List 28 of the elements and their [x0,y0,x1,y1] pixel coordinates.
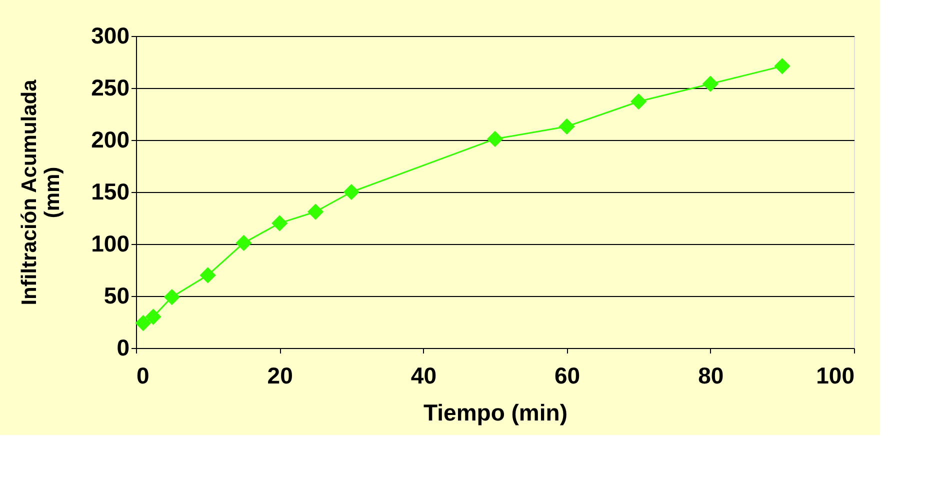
point [200,267,216,284]
y-tick-label: 250 [91,74,130,100]
point [486,130,504,148]
point [558,118,575,135]
x-tick-label: 60 [554,362,580,388]
point [145,308,162,325]
x-tick-label: 20 [267,362,293,388]
point [702,76,718,92]
y-tick-label: 0 [116,334,130,360]
y-tick-label: 200 [91,126,130,152]
x-tick-label: 0 [136,362,150,388]
y-tick-label: 50 [104,282,130,308]
x-tick-label: 80 [698,362,724,388]
point [307,204,324,220]
point [774,58,790,74]
point [135,314,152,332]
point [164,288,180,306]
point [236,234,252,252]
y-axis-title: Infiltración Acumulada (mm) [18,79,64,306]
x-tick-label: 100 [816,362,854,388]
y-tick-label: 100 [91,230,130,256]
x-axis-title: Tiempo (min) [424,400,568,426]
point [630,93,647,110]
point [343,184,360,200]
y-tick-label: 150 [91,178,130,204]
x-tick-label: 40 [410,362,436,388]
y-tick-label: 300 [91,22,130,48]
point [272,215,288,232]
